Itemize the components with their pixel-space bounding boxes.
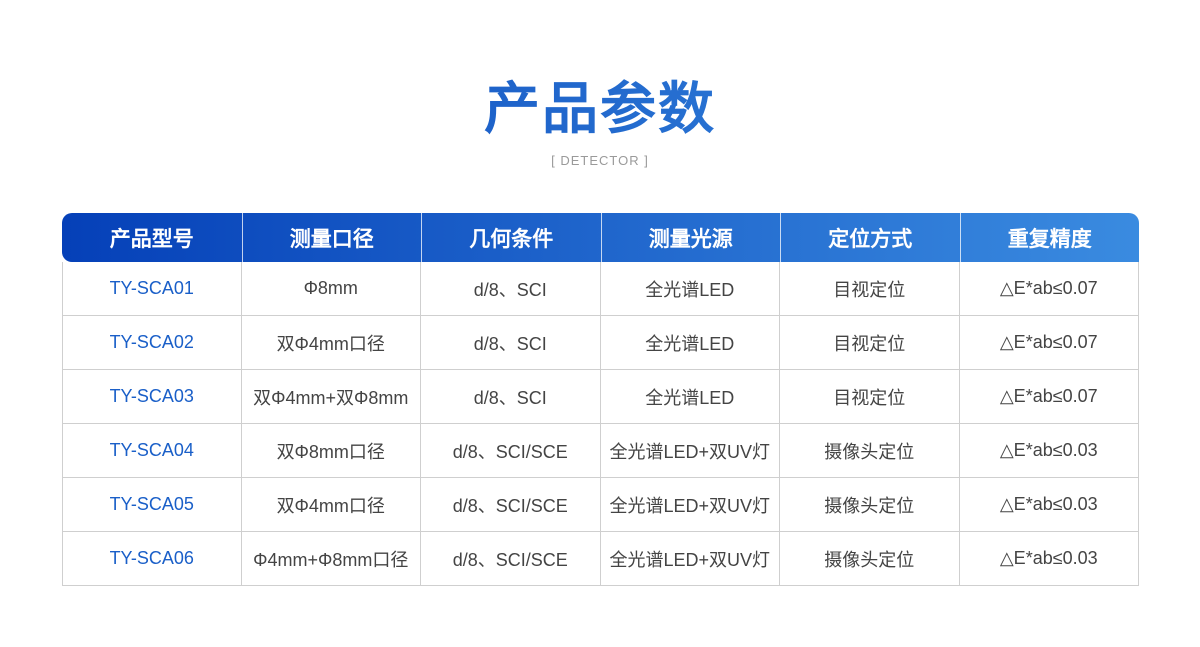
table-cell: 双Φ4mm口径 xyxy=(241,478,421,532)
table-header-row: 产品型号 测量口径 几何条件 测量光源 定位方式 重复精度 xyxy=(62,213,1139,262)
column-header: 重复精度 xyxy=(959,213,1140,262)
table-cell: △E*ab≤0.07 xyxy=(959,370,1139,424)
product-parameters-table: 产品型号 测量口径 几何条件 测量光源 定位方式 重复精度 TY-SCA01 Φ8mm d/8… xyxy=(62,213,1139,586)
table-cell: △E*ab≤0.07 xyxy=(959,262,1139,316)
table-cell: d/8、SCI/SCE xyxy=(421,532,601,586)
table-cell: △E*ab≤0.03 xyxy=(959,532,1139,586)
model-cell: TY-SCA04 xyxy=(62,424,242,478)
table-row: TY-SCA05 双Φ4mm口径 d/8、SCI/SCE 全光谱LED+双UV灯 摄像头… xyxy=(62,478,1139,532)
table-cell: △E*ab≤0.03 xyxy=(959,478,1139,532)
column-header: 测量光源 xyxy=(600,213,781,262)
table-row: TY-SCA06 Φ4mm+Φ8mm口径 d/8、SCI/SCE 全光谱LED+双UV… xyxy=(62,532,1139,586)
column-header: 几何条件 xyxy=(421,213,601,262)
table-row: TY-SCA03 双Φ4mm+双Φ8mm d/8、SCI 全光谱LED 目视定位 △E*a… xyxy=(62,370,1139,424)
model-cell: TY-SCA01 xyxy=(62,262,242,316)
table-cell: △E*ab≤0.03 xyxy=(959,424,1139,478)
column-header: 产品型号 xyxy=(109,226,194,251)
table-cell: △E*ab≤0.07 xyxy=(959,316,1139,370)
model-cell: TY-SCA03 xyxy=(62,370,242,424)
table-cell: d/8、SCI xyxy=(421,370,601,424)
table-cell: d/8、SCI/SCE xyxy=(421,478,601,532)
table-cell: 全光谱LED xyxy=(600,262,780,316)
table-cell: d/8、SCI/SCE xyxy=(421,424,601,478)
table-row: TY-SCA02 双Φ4mm口径 d/8、SCI 全光谱LED 目视定位 △E*ab≤0.… xyxy=(62,316,1139,370)
page-subtitle: [ DETECTOR ] xyxy=(551,153,649,168)
column-header: 测量口径 xyxy=(241,213,422,262)
table-row: TY-SCA04 双Φ8mm口径 d/8、SCI/SCE 全光谱LED+双UV灯 摄像头… xyxy=(62,424,1139,478)
table-cell: 全光谱LED+双UV灯 xyxy=(600,478,780,532)
table-cell: d/8、SCI xyxy=(421,316,601,370)
table-cell: Φ4mm+Φ8mm口径 xyxy=(241,532,421,586)
table-cell: 全光谱LED+双UV灯 xyxy=(600,424,780,478)
table-cell: 双Φ4mm口径 xyxy=(241,316,421,370)
table-cell: 双Φ8mm口径 xyxy=(241,424,421,478)
table-cell: 摄像头定位 xyxy=(780,532,960,586)
column-header: 定位方式 xyxy=(780,213,960,262)
table-cell: 目视定位 xyxy=(780,262,960,316)
model-cell: TY-SCA05 xyxy=(62,478,242,532)
table-cell: 全光谱LED xyxy=(600,370,780,424)
table-cell: 摄像头定位 xyxy=(780,424,960,478)
table-cell: 目视定位 xyxy=(780,316,960,370)
table-row: TY-SCA01 Φ8mm d/8、SCI 全光谱LED 目视定位 △E*ab≤0.07 xyxy=(62,262,1139,316)
table-cell: 全光谱LED+双UV灯 xyxy=(600,532,780,586)
table-cell: Φ8mm xyxy=(241,262,421,316)
table-cell: 双Φ4mm+双Φ8mm xyxy=(241,370,421,424)
table-cell: d/8、SCI xyxy=(421,262,601,316)
model-cell: TY-SCA06 xyxy=(62,532,242,586)
model-cell: TY-SCA02 xyxy=(62,316,242,370)
table-cell: 目视定位 xyxy=(780,370,960,424)
page-title: 产品参数 xyxy=(0,74,1200,144)
table-cell: 全光谱LED xyxy=(600,316,780,370)
table-cell: 摄像头定位 xyxy=(780,478,960,532)
